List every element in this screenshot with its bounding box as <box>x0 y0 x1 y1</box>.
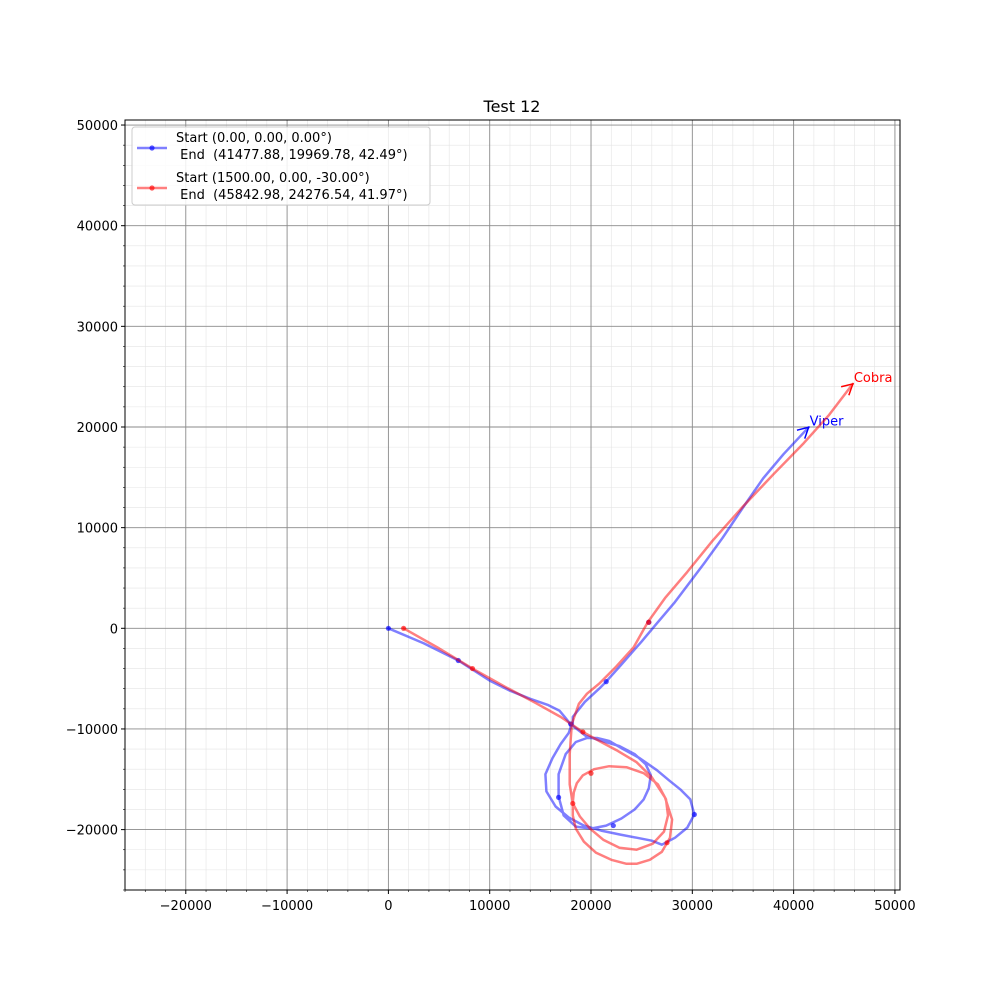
x-tick-label: 50000 <box>874 899 915 914</box>
series-cobra: Cobra <box>400 371 893 866</box>
series-marker-cobra <box>400 625 407 631</box>
y-tick-label: 40000 <box>77 220 118 235</box>
series-marker-viper <box>603 679 609 685</box>
end-label-cobra: Cobra <box>854 371 893 386</box>
series-marker-cobra <box>580 729 586 735</box>
end-arrow-viper <box>796 426 810 439</box>
series-marker-cobra <box>570 800 576 807</box>
minor-grid <box>124 120 900 891</box>
axis-ticks: −20000 −10000 0 10000 20000 30000 40000 50000 −2… <box>66 119 916 914</box>
series-marker-cobra <box>646 619 652 625</box>
legend-swatch-marker <box>149 185 155 191</box>
y-tick-label: −20000 <box>66 824 118 839</box>
legend-entry-cobra: Start (1500.00, 0.00, -30.00°) End (4584… <box>137 171 408 203</box>
series-marker-viper <box>385 625 391 631</box>
x-tick-label: 0 <box>384 899 392 914</box>
legend-entry-viper: Start (0.00, 0.00, 0.00°) End (41477.88,… <box>137 131 408 163</box>
series-line-cobra <box>402 382 855 866</box>
major-grid <box>125 120 900 890</box>
legend-label-end: End (45842.98, 24276.54, 41.97°) <box>176 188 408 203</box>
legend-label-start: Start (0.00, 0.00, 0.00°) <box>176 131 332 146</box>
series-marker-cobra <box>469 665 476 672</box>
y-tick-label: 0 <box>110 622 118 637</box>
legend-label-end: End (41477.88, 19969.78, 42.49°) <box>176 148 408 163</box>
y-tick-label: 30000 <box>77 320 118 335</box>
x-tick-label: 40000 <box>773 899 814 914</box>
plot-frame <box>124 119 901 891</box>
y-tick-label: 20000 <box>77 421 118 436</box>
legend-box <box>131 126 431 206</box>
x-tick-label: −20000 <box>160 899 212 914</box>
x-tick-label: 20000 <box>570 899 611 914</box>
series-marker-cobra <box>664 840 670 846</box>
x-tick-label: −10000 <box>261 899 313 914</box>
y-tick-label: 10000 <box>77 522 118 537</box>
y-tick-label: −10000 <box>66 723 118 738</box>
series-marker-viper <box>555 794 562 800</box>
series-marker-viper <box>691 811 697 818</box>
legend-label-start: Start (1500.00, 0.00, -30.00°) <box>176 171 370 186</box>
x-tick-label: 30000 <box>672 899 713 914</box>
series-marker-cobra <box>588 770 594 776</box>
end-arrow-cobra <box>840 382 854 396</box>
x-tick-label: 10000 <box>469 899 510 914</box>
y-tick-label: 50000 <box>77 119 118 134</box>
series-marker-viper <box>610 822 616 829</box>
legend-swatch-marker <box>149 145 155 151</box>
chart-title: Test 12 <box>483 97 541 116</box>
legend: Start (0.00, 0.00, 0.00°) End (41477.88,… <box>131 126 431 206</box>
